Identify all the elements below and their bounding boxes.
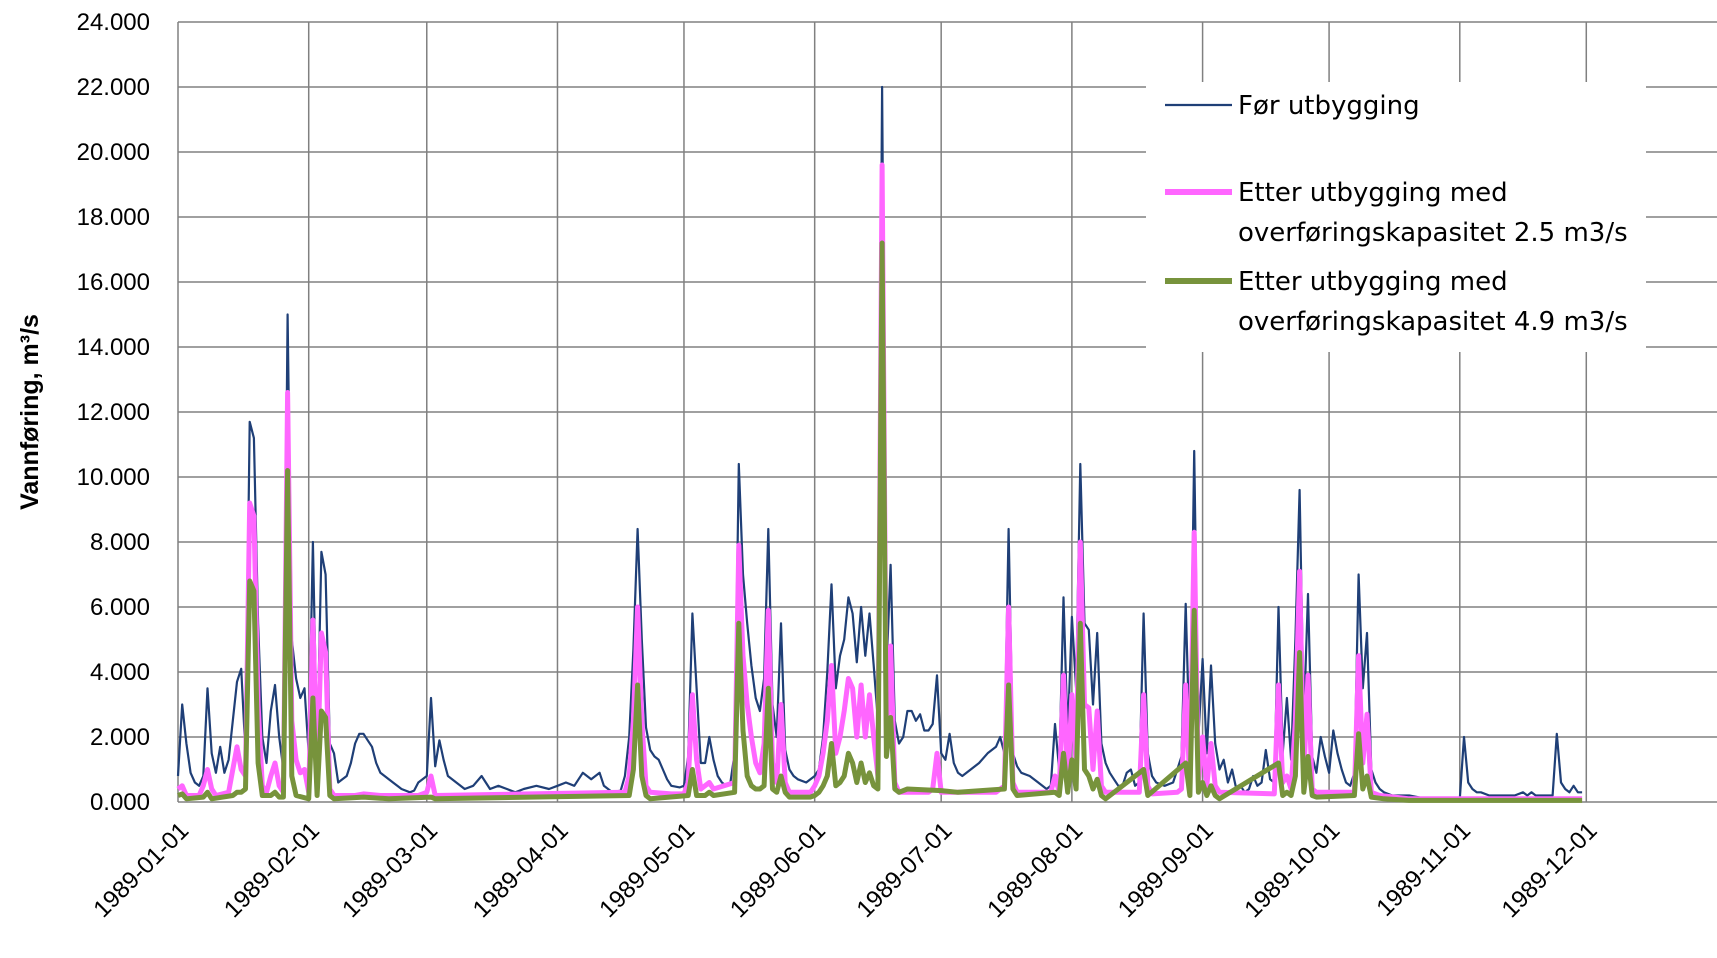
y-tick-labels: 0.000 2.000 4.000 6.000 8.000 10.000 12.000 14.… [77, 9, 150, 816]
y-tick-label: 12.000 [77, 399, 150, 426]
x-tick-label: 1989-07-01 [852, 817, 958, 923]
y-tick-label: 8.000 [90, 529, 150, 556]
legend-box [1146, 82, 1646, 352]
x-tick-label: 1989-01-01 [88, 817, 194, 923]
x-tick-label: 1989-05-01 [594, 817, 700, 923]
x-tick-label: 1989-04-01 [468, 817, 574, 923]
x-tick-label: 1989-11-01 [1371, 817, 1476, 922]
x-tick-label: 1989-08-01 [982, 817, 1088, 923]
legend-entries: Før utbygging Etter utbygging med overføri… [1165, 91, 1628, 337]
series-line-3 [177, 240, 1583, 803]
y-tick-label: 16.000 [77, 269, 150, 296]
y-tick-label: 20.000 [77, 139, 150, 166]
x-tick-label: 1989-09-01 [1113, 817, 1219, 923]
y-tick-label: 4.000 [90, 659, 150, 686]
x-tick-label: 1989-12-01 [1497, 817, 1603, 923]
y-tick-label: 24.000 [77, 9, 150, 36]
x-tick-labels: 1989-01-01 1989-02-01 1989-03-01 1989-04-01… [88, 817, 1602, 923]
x-tick-label: 1989-06-01 [725, 817, 831, 923]
legend-label: Før utbygging [1238, 91, 1420, 121]
series-lines [176, 85, 1583, 803]
x-tick-label: 1989-10-01 [1239, 817, 1345, 923]
grid-lines [178, 21, 1717, 802]
x-tick-label: 1989-02-01 [219, 817, 325, 923]
y-tick-label: 0.000 [90, 789, 150, 816]
y-tick-label: 10.000 [77, 464, 150, 491]
y-tick-label: 22.000 [77, 74, 150, 101]
legend-label: Etter utbygging med overføringskapasitet … [1238, 267, 1628, 337]
x-tick-label: 1989-03-01 [337, 817, 443, 923]
y-axis-label: Vannføring, m³/s [16, 314, 44, 510]
y-tick-label: 6.000 [90, 594, 150, 621]
legend-label: Etter utbygging med overføringskapasitet … [1238, 178, 1628, 248]
y-tick-label: 14.000 [77, 334, 150, 361]
y-tick-label: 18.000 [77, 204, 150, 231]
legend: Før utbygging Etter utbygging med overføri… [1146, 82, 1646, 352]
y-tick-label: 2.000 [90, 724, 150, 751]
